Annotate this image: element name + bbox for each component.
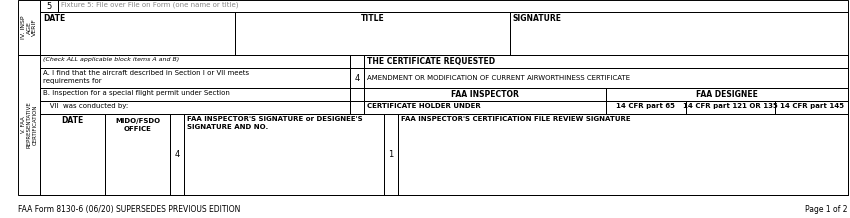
Bar — [40, 114, 105, 195]
Bar — [364, 55, 848, 68]
Bar — [40, 12, 235, 55]
Bar — [398, 114, 848, 195]
Bar — [350, 101, 364, 114]
Bar — [58, 0, 848, 12]
Text: FAA Form 8130-6 (06/20) SUPERSEDES PREVIOUS EDITION: FAA Form 8130-6 (06/20) SUPERSEDES PREVI… — [18, 205, 241, 214]
Text: 1: 1 — [388, 150, 394, 159]
Text: A. I find that the aircraft described in Section I or VII meets: A. I find that the aircraft described in… — [43, 70, 249, 76]
Bar — [18, 55, 40, 195]
Text: V. FAA
REPRESENTATIVE
CERTIFICATION: V. FAA REPRESENTATIVE CERTIFICATION — [20, 102, 37, 148]
Bar — [350, 55, 364, 68]
Bar — [40, 101, 350, 114]
Text: Page 1 of 2: Page 1 of 2 — [806, 205, 848, 214]
Text: DATE: DATE — [43, 14, 65, 23]
Text: 14 CFR part 65: 14 CFR part 65 — [616, 103, 676, 109]
Bar — [18, 0, 40, 55]
Bar — [606, 101, 686, 114]
Bar — [184, 114, 384, 195]
Text: AMENDMENT OR MODIFICATION OF CURRENT AIRWORTHINESS CERTIFICATE: AMENDMENT OR MODIFICATION OF CURRENT AIR… — [367, 75, 630, 81]
Bar — [510, 12, 848, 55]
Text: IV. INSP
AGE
VERIF: IV. INSP AGE VERIF — [20, 16, 37, 39]
Text: TITLE: TITLE — [360, 14, 384, 23]
Bar — [40, 68, 350, 88]
Text: FAA INSPECTOR'S CERTIFICATION FILE REVIEW SIGNATURE: FAA INSPECTOR'S CERTIFICATION FILE REVIE… — [401, 116, 631, 122]
Text: (Check ALL applicable block items A and B): (Check ALL applicable block items A and … — [43, 57, 179, 62]
Bar — [364, 101, 606, 114]
Text: requirements for: requirements for — [43, 78, 102, 84]
Text: DATE: DATE — [61, 116, 83, 125]
Text: FAA INSPECTOR'S SIGNATURE or DESIGNEE'S: FAA INSPECTOR'S SIGNATURE or DESIGNEE'S — [187, 116, 363, 122]
Bar — [350, 68, 364, 88]
Bar — [170, 114, 184, 195]
Bar — [384, 114, 398, 195]
Bar — [364, 68, 848, 88]
Text: FAA INSPECTOR: FAA INSPECTOR — [451, 90, 519, 99]
Text: Fixture 5: File over File on Form (one name or title): Fixture 5: File over File on Form (one n… — [61, 2, 239, 9]
Text: SIGNATURE: SIGNATURE — [513, 14, 562, 23]
Bar — [40, 0, 58, 12]
Bar — [350, 88, 364, 101]
Text: B. Inspection for a special flight permit under Section: B. Inspection for a special flight permi… — [43, 90, 230, 96]
Bar — [40, 55, 848, 195]
Text: VII  was conducted by:: VII was conducted by: — [43, 103, 128, 109]
Text: FAA DESIGNEE: FAA DESIGNEE — [696, 90, 758, 99]
Text: THE CERTIFICATE REQUESTED: THE CERTIFICATE REQUESTED — [367, 57, 495, 66]
Text: SIGNATURE AND NO.: SIGNATURE AND NO. — [187, 124, 269, 130]
Bar — [235, 12, 510, 55]
Text: 5: 5 — [47, 2, 52, 11]
Bar — [40, 88, 350, 101]
Bar — [105, 114, 170, 195]
Bar — [40, 55, 350, 68]
Text: MIDO/FSDO: MIDO/FSDO — [115, 118, 160, 124]
Bar — [606, 88, 848, 101]
Bar — [364, 88, 606, 101]
Bar — [775, 101, 848, 114]
Text: CERTIFICATE HOLDER UNDER: CERTIFICATE HOLDER UNDER — [367, 103, 481, 109]
Bar — [686, 101, 775, 114]
Text: OFFICE: OFFICE — [123, 126, 151, 132]
Text: 14 CFR part 145: 14 CFR part 145 — [779, 103, 844, 109]
Text: 14 CFR part 121 OR 135: 14 CFR part 121 OR 135 — [683, 103, 778, 109]
Text: 4: 4 — [354, 73, 360, 82]
Text: 4: 4 — [174, 150, 179, 159]
